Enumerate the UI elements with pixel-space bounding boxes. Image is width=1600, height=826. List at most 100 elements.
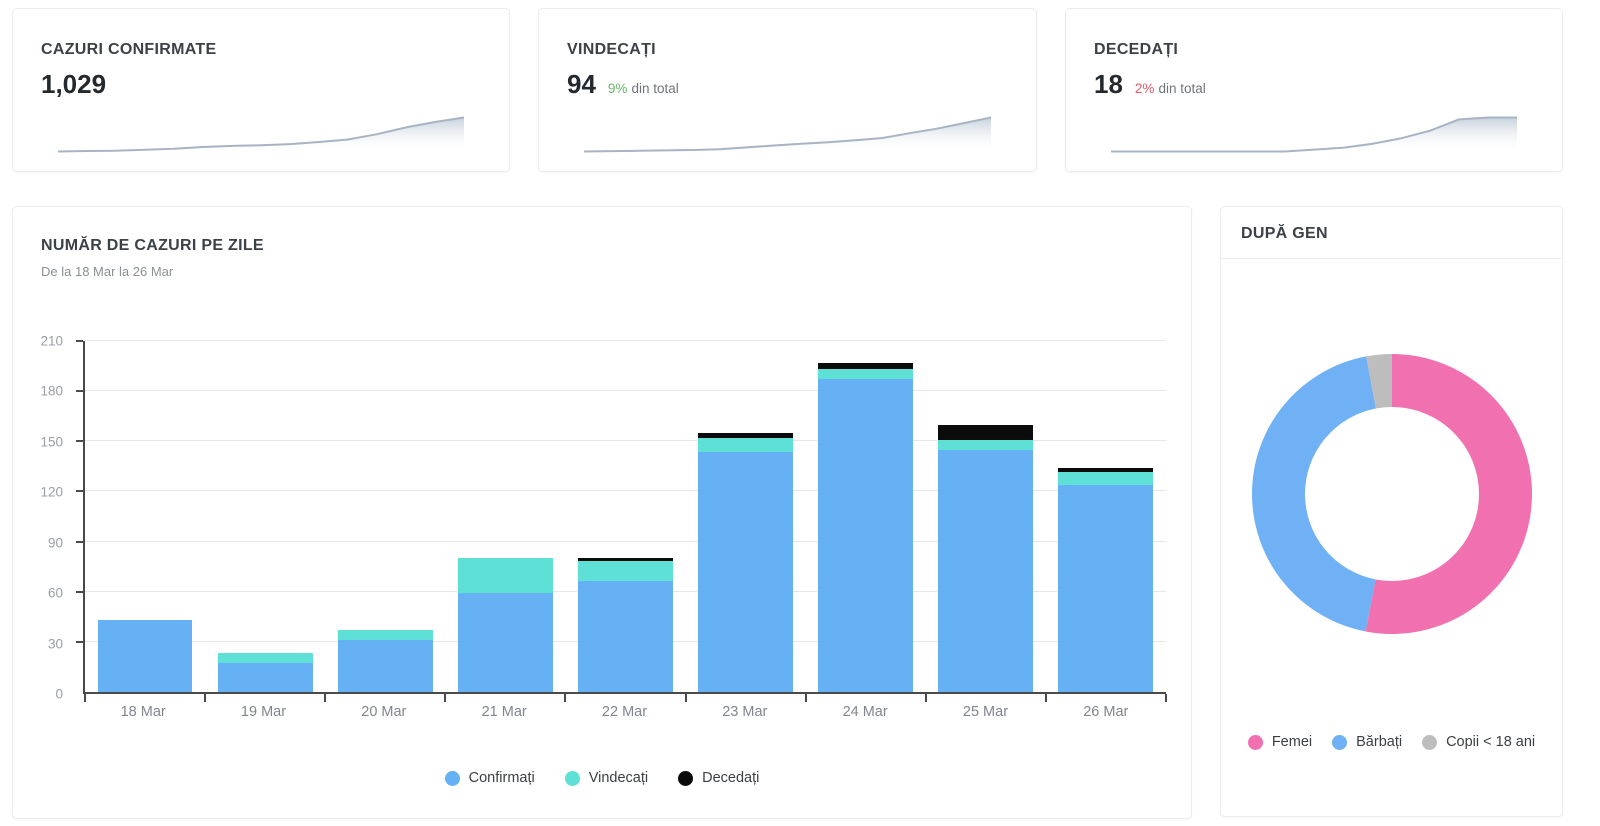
bars-container xyxy=(85,341,1166,692)
x-tick-mark xyxy=(804,694,807,702)
bar-segment-vindecați[interactable] xyxy=(1058,471,1154,486)
legend-label: Bărbați xyxy=(1356,734,1403,750)
bar-plot xyxy=(76,340,1167,702)
bar-slot-19-mar xyxy=(205,341,325,692)
y-tick-mark xyxy=(76,590,83,593)
y-tick-label: 120 xyxy=(40,484,63,500)
sparkline-confirmate xyxy=(58,113,464,153)
x-tick-label: 26 Mar xyxy=(1083,704,1129,720)
bar-slot-26-mar xyxy=(1046,341,1166,692)
stat-sub-caption: din total xyxy=(1158,81,1206,96)
y-tick-mark xyxy=(76,340,83,342)
bar-segment-decedați[interactable] xyxy=(818,362,914,370)
x-tick-mark xyxy=(324,694,327,702)
gridline xyxy=(85,390,1166,392)
stat-value: 94 xyxy=(567,69,596,99)
stat-sub-percent: 2% xyxy=(1134,81,1155,96)
bar-24-mar[interactable] xyxy=(818,362,914,692)
x-tick-mark xyxy=(444,694,447,702)
stat-subtext: 2% din total xyxy=(1135,81,1206,96)
bar-segment-decedați[interactable] xyxy=(938,424,1034,440)
legend-item-confirmați[interactable]: Confirmați xyxy=(444,770,535,786)
bar-segment-confirmați[interactable] xyxy=(1058,485,1154,692)
stat-value: 1,029 xyxy=(41,69,107,99)
sparkline-svg xyxy=(1111,116,1517,153)
x-tick-mark xyxy=(204,694,207,702)
bar-segment-vindecați[interactable] xyxy=(337,629,433,640)
bar-segment-decedați[interactable] xyxy=(578,557,673,561)
legend-dot xyxy=(1332,734,1348,750)
bar-segment-vindecați[interactable] xyxy=(578,560,673,582)
x-tick-mark xyxy=(1044,694,1047,702)
bar-segment-confirmați[interactable] xyxy=(698,451,794,692)
bar-segment-confirmați[interactable] xyxy=(818,379,914,692)
donut-segment-bărbați[interactable] xyxy=(1251,354,1532,634)
bar-segment-confirmați[interactable] xyxy=(578,581,673,692)
sparkline-decedati xyxy=(1111,113,1517,153)
legend-item-femei[interactable]: Femei xyxy=(1247,734,1313,750)
bar-20-mar[interactable] xyxy=(337,629,433,692)
x-tick-label: 20 Mar xyxy=(361,704,407,720)
bar-slot-23-mar xyxy=(686,341,806,692)
donut-segment-copii-18-ani[interactable] xyxy=(1251,354,1532,634)
legend-label: Decedați xyxy=(702,770,760,786)
bar-18-mar[interactable] xyxy=(97,619,193,692)
y-axis-labels: 0 30 60 90 120 150 180 210 xyxy=(13,334,73,702)
legend-item-copii-18-ani[interactable]: Copii < 18 ani xyxy=(1422,734,1535,750)
bar-22-mar[interactable] xyxy=(578,557,673,692)
y-tick-label: 0 xyxy=(55,686,63,702)
gender-chart-card: DUPĂ GEN Femei Bărbați Copii < 18 ani xyxy=(1220,206,1563,817)
y-tick-mark xyxy=(76,490,83,493)
stat-subtext xyxy=(118,81,122,96)
x-tick-label: 21 Mar xyxy=(481,704,527,720)
stat-label: DECEDAȚI xyxy=(1094,41,1179,58)
bar-slot-24-mar xyxy=(806,341,926,692)
legend-item-decedați[interactable]: Decedați xyxy=(678,770,759,786)
bar-segment-confirmați[interactable] xyxy=(337,639,433,692)
bar-segment-vindecați[interactable] xyxy=(938,439,1034,450)
sparkline-svg xyxy=(584,116,991,153)
gridline xyxy=(85,440,1166,442)
y-tick-label: 180 xyxy=(40,383,63,399)
bar-chart-title: NUMĂR DE CAZURI PE ZILE xyxy=(41,237,264,254)
sparkline-svg xyxy=(58,116,464,153)
bar-segment-confirmați[interactable] xyxy=(457,592,553,692)
x-tick-label: 18 Mar xyxy=(120,704,166,720)
legend-dot xyxy=(444,770,460,786)
bar-slot-25-mar xyxy=(926,341,1046,692)
gridline xyxy=(85,540,1166,542)
gender-donut-chart xyxy=(1251,354,1532,634)
bar-21-mar[interactable] xyxy=(457,557,553,692)
bar-segment-vindecați[interactable] xyxy=(698,438,794,452)
bar-segment-vindecați[interactable] xyxy=(217,653,313,664)
legend-label: Copii < 18 ani xyxy=(1446,734,1536,750)
legend-item-bărbați[interactable]: Bărbați xyxy=(1332,734,1402,750)
donut-chart-title: DUPĂ GEN xyxy=(1241,225,1328,242)
y-tick-mark xyxy=(76,440,83,443)
x-tick-mark xyxy=(1165,694,1167,702)
bar-segment-decedați[interactable] xyxy=(698,433,794,439)
sparkline-vindecati xyxy=(584,113,991,153)
x-tick-mark xyxy=(564,694,567,702)
bar-25-mar[interactable] xyxy=(938,424,1034,692)
y-tick-mark xyxy=(76,640,83,643)
y-tick-label: 60 xyxy=(47,585,63,601)
y-tick-label: 90 xyxy=(47,535,63,551)
y-tick-mark xyxy=(76,540,83,543)
bar-segment-confirmați[interactable] xyxy=(97,619,193,692)
y-tick-label: 210 xyxy=(40,333,63,349)
legend-label: Femei xyxy=(1271,734,1313,750)
daily-cases-chart-card: NUMĂR DE CAZURI PE ZILE De la 18 Mar la … xyxy=(12,206,1192,819)
legend-item-vindecați[interactable]: Vindecați xyxy=(564,770,648,786)
y-tick-mark xyxy=(76,390,83,393)
bar-26-mar[interactable] xyxy=(1058,468,1154,692)
bar-segment-decedați[interactable] xyxy=(1058,468,1154,472)
bar-19-mar[interactable] xyxy=(217,653,313,692)
bar-segment-vindecați[interactable] xyxy=(818,369,914,380)
bar-segment-vindecați[interactable] xyxy=(457,557,553,593)
bar-23-mar[interactable] xyxy=(698,433,794,692)
x-tick-label: 25 Mar xyxy=(962,704,1009,720)
bar-segment-confirmați[interactable] xyxy=(938,449,1034,692)
bar-segment-confirmați[interactable] xyxy=(217,663,313,692)
legend-dot xyxy=(564,770,580,786)
